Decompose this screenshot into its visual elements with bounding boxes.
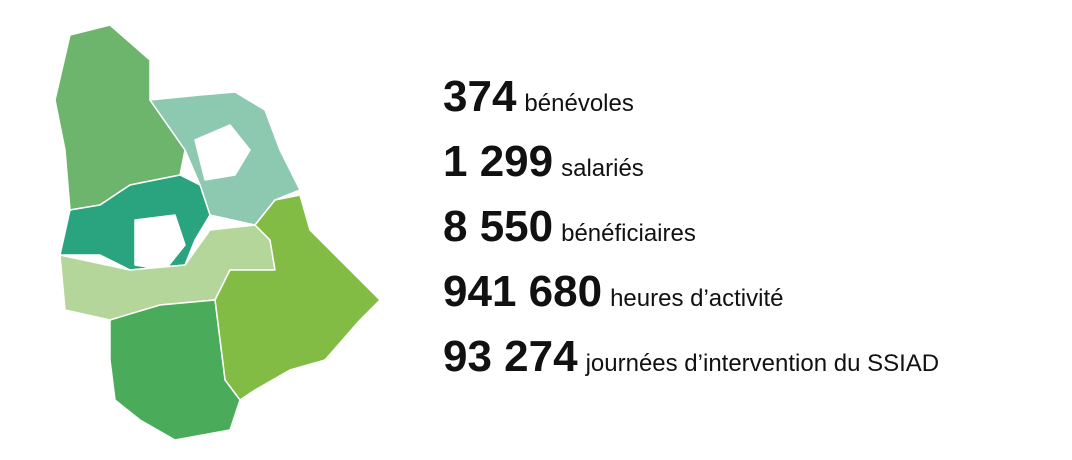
stat-label: bénéficiaires <box>561 220 696 247</box>
stat-label: heures d’activité <box>610 285 784 312</box>
stat-item: 374 bénévoles <box>443 72 939 137</box>
stat-value: 941 680 <box>443 267 603 316</box>
stat-value: 93 274 <box>443 332 578 381</box>
stat-label: salariés <box>561 155 644 182</box>
city-area <box>134 214 186 271</box>
department <box>214 194 381 401</box>
stat-value: 374 <box>443 72 517 121</box>
stat-value: 8 550 <box>443 202 554 251</box>
stat-label: bénévoles <box>524 90 634 117</box>
stat-item: 1 299 salariés <box>443 137 939 202</box>
stat-label: journées d’intervention du SSIAD <box>585 350 940 377</box>
region-map <box>54 24 381 441</box>
stat-item: 93 274 journées d’intervention du SSIAD <box>443 332 939 397</box>
stat-item: 941 680 heures d’activité <box>443 267 939 332</box>
stat-item: 8 550 bénéficiaires <box>443 202 939 267</box>
city-area <box>194 124 251 181</box>
department <box>109 299 241 441</box>
stat-value: 1 299 <box>443 137 554 186</box>
stats-list: 374 bénévoles 1 299 salariés 8 550 bénéficiai… <box>443 72 939 397</box>
